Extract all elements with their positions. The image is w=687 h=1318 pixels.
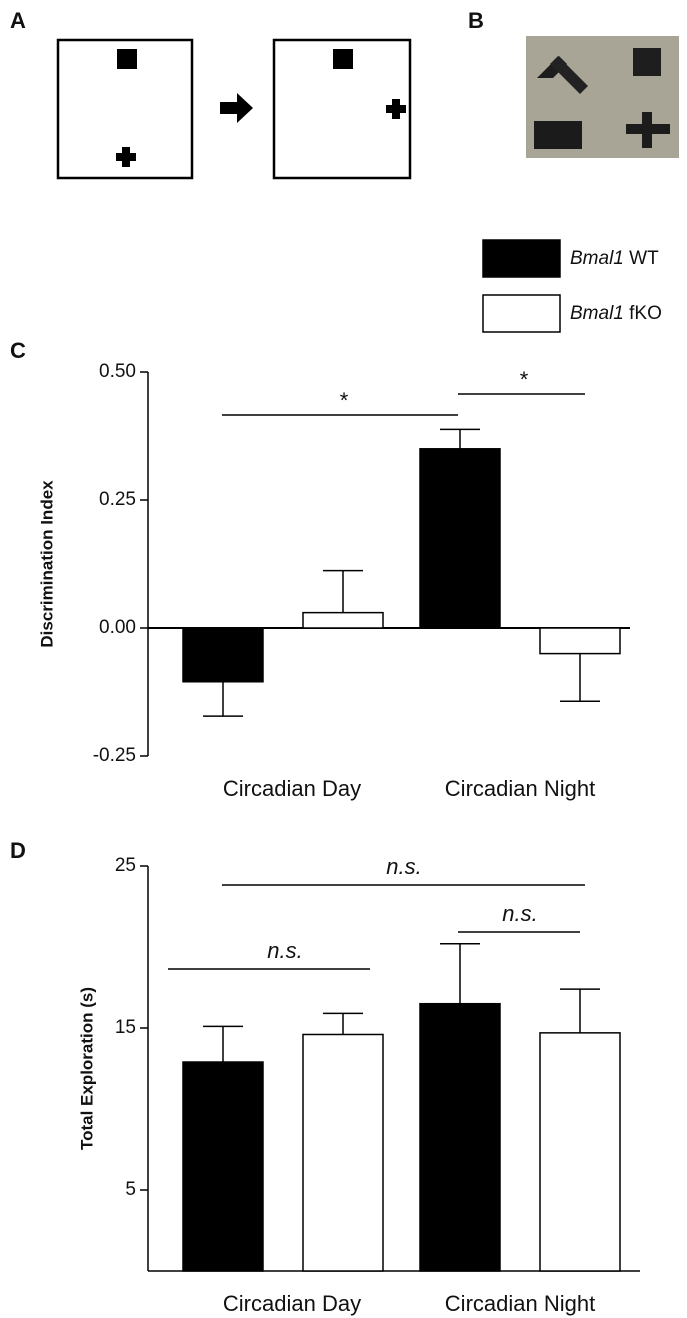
y-tick-label: 0.00: [99, 617, 136, 638]
bar: [182, 1061, 264, 1272]
y-tick-label: 5: [125, 1179, 136, 1200]
y-tick-label: 15: [115, 1017, 136, 1038]
annotation: n.s.: [502, 901, 537, 926]
bar: [539, 1032, 621, 1272]
x-tick-label: Circadian Day: [223, 1291, 361, 1316]
panel-label: C: [10, 338, 26, 363]
bar: [419, 448, 501, 629]
legend-label: Bmal1 WT: [570, 248, 659, 269]
y-axis-label: Total Exploration (s): [77, 987, 96, 1150]
legend-label: Bmal1 fKO: [570, 303, 662, 324]
bar: [182, 627, 264, 683]
y-tick-label: -0.25: [93, 745, 136, 766]
legend-swatch: [482, 239, 561, 278]
bar: [302, 611, 384, 629]
object-photo: [526, 36, 679, 158]
legend-swatch: [482, 294, 561, 333]
panel-label: A: [10, 8, 26, 33]
y-tick-label: 0.50: [99, 361, 136, 382]
annotation: *: [340, 388, 349, 413]
bar: [302, 1033, 384, 1272]
x-tick-label: Circadian Day: [223, 776, 361, 801]
annotation: n.s.: [267, 938, 302, 963]
bar: [539, 627, 621, 655]
panel-label: D: [10, 838, 26, 863]
x-tick-label: Circadian Night: [445, 1291, 595, 1316]
bar: [419, 1002, 501, 1272]
arena-diagram: [56, 38, 412, 180]
y-axis-label: Discrimination Index: [37, 480, 56, 648]
panel-label: B: [468, 8, 484, 33]
y-tick-label: 0.25: [99, 489, 136, 510]
y-tick-label: 25: [115, 855, 136, 876]
annotation: *: [520, 367, 529, 392]
x-tick-label: Circadian Night: [445, 776, 595, 801]
annotation: n.s.: [386, 854, 421, 879]
